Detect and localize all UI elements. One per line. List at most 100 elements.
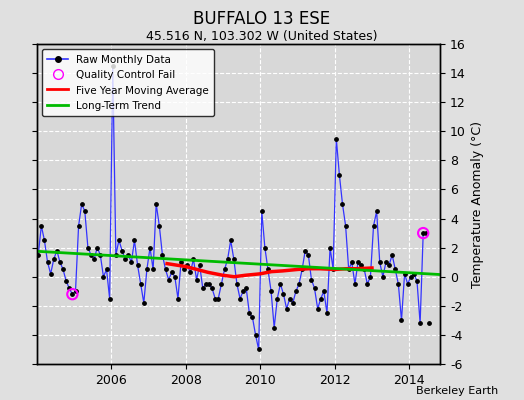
Point (112, 252, 120, 258)
Point (177, 259, 185, 265)
Point (270, 324, 278, 331)
Point (323, 310, 331, 316)
Point (50, 256, 58, 262)
Point (155, 223, 163, 229)
Point (391, 266, 399, 273)
Point (351, 281, 359, 287)
Point (248, 314, 257, 321)
Point (298, 266, 307, 273)
Point (339, 201, 347, 207)
Point (226, 237, 235, 244)
Point (242, 285, 250, 292)
Point (307, 276, 315, 283)
Point (301, 247, 309, 254)
Point (115, 237, 123, 244)
Point (68, 291, 77, 297)
Point (118, 247, 126, 254)
Text: 45.516 N, 103.302 W (United States): 45.516 N, 103.302 W (United States) (146, 30, 378, 43)
Point (273, 295, 281, 302)
Point (329, 266, 337, 273)
Point (335, 172, 344, 178)
Point (388, 252, 396, 258)
Point (260, 244, 269, 251)
Point (59, 266, 67, 273)
Point (202, 281, 210, 287)
Point (152, 201, 160, 207)
Point (410, 271, 418, 277)
Point (127, 259, 136, 265)
Point (34, 252, 42, 258)
Point (363, 281, 372, 287)
Point (422, 230, 431, 236)
Point (407, 274, 415, 280)
Point (174, 295, 182, 302)
Point (134, 262, 142, 268)
Point (71, 288, 80, 294)
Point (223, 256, 232, 262)
Point (149, 266, 157, 273)
Point (360, 266, 368, 273)
Point (102, 266, 111, 273)
Point (143, 266, 151, 273)
Point (217, 281, 226, 287)
Point (124, 252, 133, 258)
Point (419, 230, 428, 236)
Point (208, 285, 216, 292)
Point (354, 259, 362, 265)
Point (158, 252, 167, 258)
Point (304, 252, 312, 258)
Point (267, 288, 275, 294)
Point (236, 295, 244, 302)
Point (316, 295, 325, 302)
Y-axis label: Temperature Anomaly (°C): Temperature Anomaly (°C) (471, 120, 484, 288)
Point (168, 269, 176, 276)
Point (53, 247, 61, 254)
Point (56, 259, 64, 265)
Point (320, 288, 328, 294)
Point (255, 346, 263, 353)
Point (43, 259, 52, 265)
Point (376, 259, 384, 265)
Point (276, 281, 285, 287)
Point (199, 285, 207, 292)
Point (344, 266, 353, 273)
Point (413, 278, 421, 284)
Text: BUFFALO 13 ESE: BUFFALO 13 ESE (193, 10, 331, 28)
Point (379, 274, 387, 280)
Point (347, 259, 356, 265)
Point (292, 288, 300, 294)
Point (252, 332, 260, 338)
Point (289, 300, 297, 306)
Point (78, 201, 86, 207)
Text: Berkeley Earth: Berkeley Earth (416, 386, 498, 396)
Point (279, 291, 288, 297)
Point (96, 252, 104, 258)
Point (105, 295, 114, 302)
Point (171, 274, 179, 280)
Point (286, 295, 294, 302)
Point (310, 285, 319, 292)
Point (37, 223, 46, 229)
Point (214, 295, 223, 302)
Point (205, 281, 213, 287)
Point (245, 310, 254, 316)
Point (416, 320, 424, 326)
Point (62, 278, 70, 284)
Point (239, 288, 247, 294)
Point (87, 252, 95, 258)
Point (90, 256, 99, 262)
Point (382, 259, 390, 265)
Point (295, 281, 303, 287)
Point (195, 262, 204, 268)
Point (186, 269, 194, 276)
Point (137, 281, 145, 287)
Point (108, 63, 117, 69)
Point (326, 244, 334, 251)
Point (394, 281, 402, 287)
Point (165, 276, 173, 283)
Point (40, 237, 49, 244)
Point (366, 274, 375, 280)
Point (47, 271, 55, 277)
Point (282, 306, 291, 312)
Point (180, 266, 188, 273)
